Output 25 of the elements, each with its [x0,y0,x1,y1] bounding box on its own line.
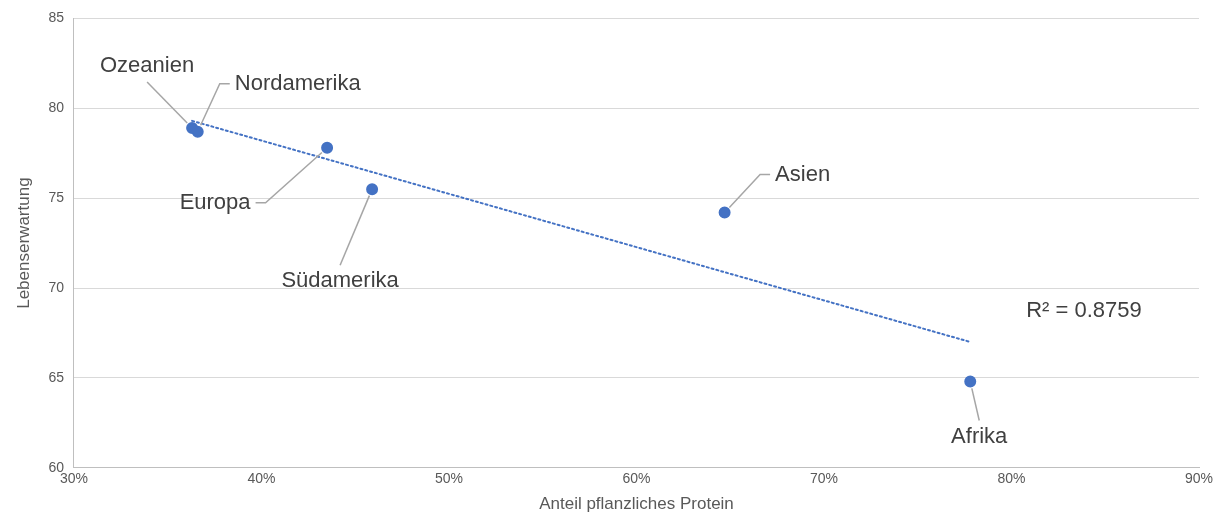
y-tick-label: 65 [48,368,65,385]
annotation: R² = 0.8759 [1026,296,1142,322]
y-tick-label: 85 [48,9,65,26]
y-tick-label: 70 [48,278,65,295]
y-tick-label: 80 [48,99,65,116]
annotation: Ozeanien [100,52,195,78]
point [191,125,204,138]
x-tick-label: 40% [247,470,276,487]
annotation: Europa [179,188,252,214]
x-axis-title: Anteil pflanzliches Protein [539,494,734,514]
x-tick-label: 90% [1184,470,1214,487]
x-tick-label: 70% [809,470,839,487]
annotation: Asien [775,160,831,186]
point [718,206,731,219]
point [321,141,334,154]
x-tick-label: 60% [622,470,651,487]
x-tick-label: 50% [434,470,463,487]
y-tick-label: 75 [48,189,65,206]
point [366,183,379,196]
annotation: Südamerika [281,267,400,293]
x-tick-label: 80% [997,470,1026,487]
y-axis-title: Lebenserwartung [13,177,33,309]
annotation: Nordamerika [234,69,362,95]
point [964,375,977,388]
annotation: Afrika [951,422,1009,448]
